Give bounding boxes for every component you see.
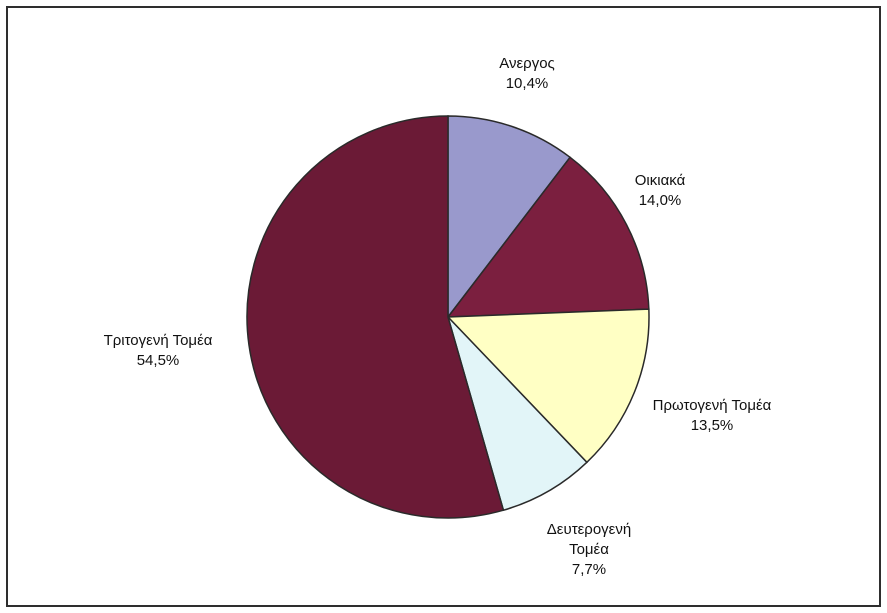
pie-label-0: Ανεργος 10,4% [499, 55, 555, 92]
pie-chart: Ανεργος 10,4% Οικιακά 14,0% Πρωτογενή Τομέα 1… [104, 55, 772, 578]
pie-labels: Ανεργος 10,4% Οικιακά 14,0% Πρωτογενή Τομέα 1… [104, 55, 772, 578]
pie-slice-3 [447, 316, 588, 512]
pie-slices [246, 115, 650, 519]
pie-slice-4 [246, 115, 505, 519]
pie-label-name: Τομέα [569, 541, 609, 558]
pie-slice-1 [446, 156, 650, 318]
pie-label-3: Δευτερογενή Τομέα 7,7% [547, 521, 631, 578]
pie-label-name: Δευτερογενή [547, 521, 631, 538]
pie-label-value: 14,0% [639, 192, 682, 209]
pie-label-name: Πρωτογενή Τομέα [653, 397, 772, 414]
pie-label-value: 7,7% [572, 561, 606, 578]
pie-label-name: Οικιακά [635, 172, 686, 189]
pie-label-name: Τριτογενή Τομέα [104, 332, 213, 349]
pie-label-name: Ανεργος [499, 55, 555, 72]
chart-frame: Ανεργος 10,4% Οικιακά 14,0% Πρωτογενή Τομέα 1… [6, 6, 881, 607]
pie-label-2: Πρωτογενή Τομέα 13,5% [653, 397, 772, 434]
pie-slice-0 [447, 115, 572, 320]
pie-label-value: 54,5% [137, 352, 180, 369]
pie-label-4: Τριτογενή Τομέα 54,5% [104, 332, 213, 369]
pie-label-1: Οικιακά 14,0% [635, 172, 686, 209]
pie-label-value: 10,4% [506, 75, 549, 92]
pie-slice-2 [446, 308, 650, 464]
pie-label-value: 13,5% [691, 417, 734, 434]
